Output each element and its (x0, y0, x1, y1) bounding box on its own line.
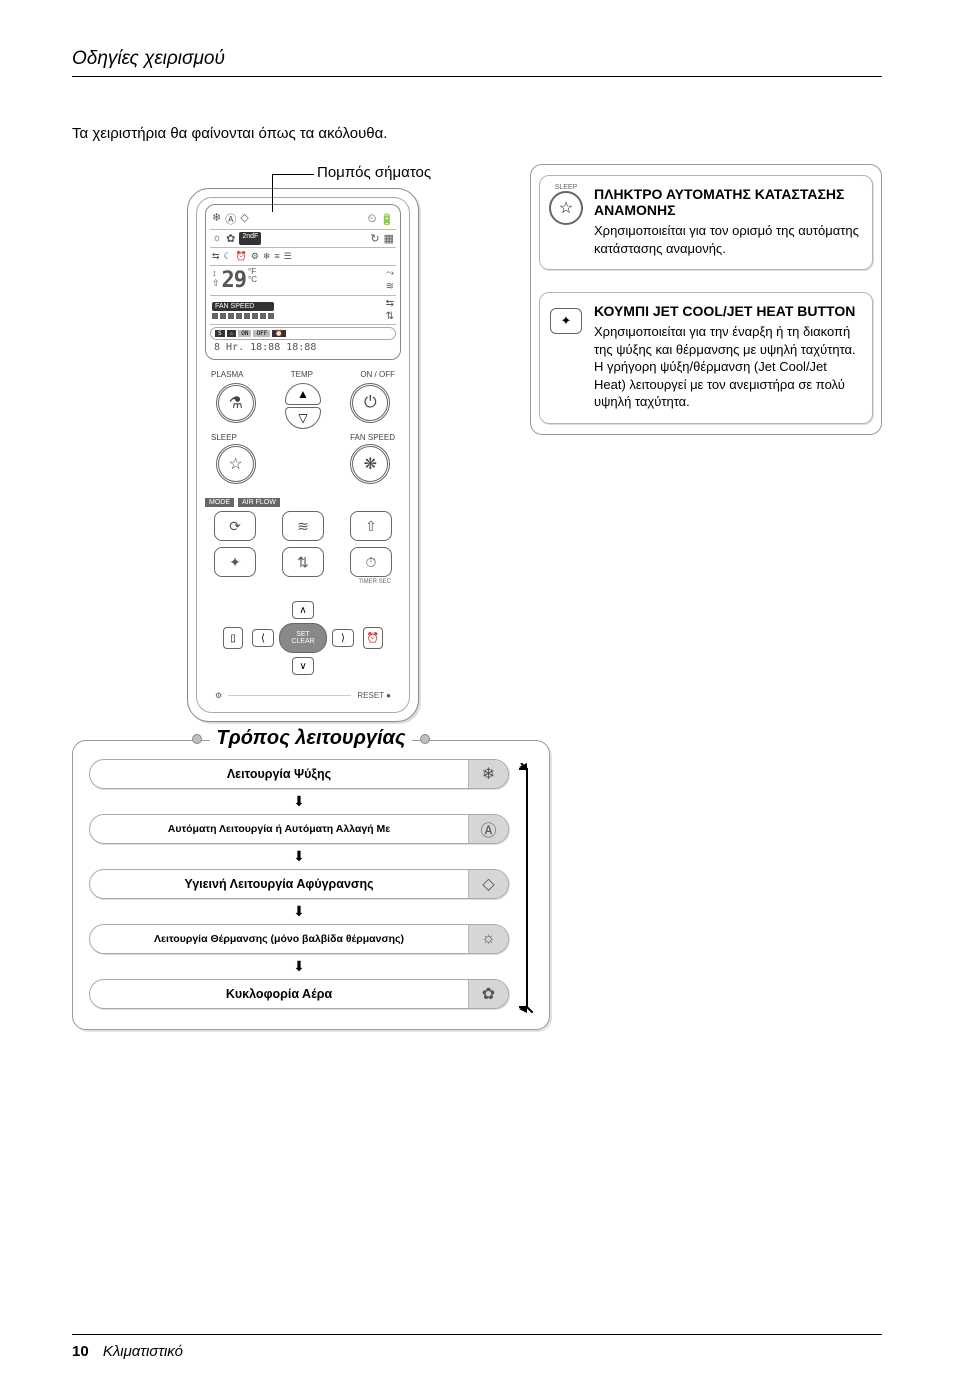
bottom-left-glyph: ⚙ (215, 691, 222, 700)
footer-page-number: 10 (72, 1343, 89, 1360)
lcd-icon: ⏲ (368, 213, 377, 226)
remote-lcd: ❄ Ⓐ ◇ ⏲ 🔋 ☼ ✿ (205, 204, 401, 360)
nav-side-left[interactable]: ▯ (223, 627, 243, 649)
set-clear-button[interactable]: SET CLEAR (279, 623, 327, 653)
down-arrow-icon: ⬇ (293, 903, 305, 920)
lcd-icon: ❄ (263, 251, 271, 262)
tab-mode: MODE (205, 498, 234, 507)
jet-button[interactable]: ✦ (214, 547, 256, 577)
label-temp: TEMP (291, 370, 313, 379)
nav-up[interactable]: ∧ (292, 601, 314, 619)
mode-item-cooling: Λειτουργία Ψύξης ❄ (89, 759, 509, 789)
label-fanspeed: FAN SPEED (350, 433, 395, 442)
lcd-icon: 🔋 (380, 213, 394, 226)
timer-button[interactable]: ⏱ (350, 547, 392, 577)
label-sleep: SLEEP (211, 433, 237, 442)
lcd-temperature: 29 (222, 268, 247, 293)
reset-label: RESET ● (357, 691, 391, 700)
modes-legend-text: Τρόπος λειτουργίας (210, 727, 411, 750)
mode-item-dehumidify: Υγιεινή Λειτουργία Αφύγρανσης ◇ (89, 869, 509, 899)
fanspeed-button[interactable]: ❋ (350, 444, 390, 484)
swing-up-button[interactable]: ⇧ (350, 511, 392, 541)
lcd-icon: ☼ (212, 232, 222, 245)
remote-control: ❄ Ⓐ ◇ ⏲ 🔋 ☼ ✿ (187, 188, 419, 722)
main-row: Πομπός σήματος ❄ Ⓐ ◇ ⏲ (72, 164, 882, 1030)
airflow-button[interactable]: ≋ (282, 511, 324, 541)
legend-dot-icon (192, 734, 202, 744)
transmitter-label: Πομπός σήματος (317, 164, 431, 181)
lcd-icon: ⇆ (212, 251, 220, 262)
info-card-sleep: SLEEP ☆ ΠΛΗΚΤΡΟ ΑΥΤΟΜΑΤΗΣ ΚΑΤΑΣΤΑΣΗΣ ΑΝΑ… (539, 175, 873, 270)
lcd-icon: ⏰ (236, 251, 247, 262)
remote-column: Πομπός σήματος ❄ Ⓐ ◇ ⏲ (72, 164, 502, 1030)
lcd-unit-c: °C (248, 276, 257, 284)
sleep-icon-label: SLEEP (549, 184, 583, 191)
info-card-jet: ✦ ΚΟΥΜΠΙ JET COOL/JET HEAT BUTTON Χρησιμ… (539, 292, 873, 424)
drop-icon: ◇ (468, 870, 508, 898)
fan-icon: ✿ (468, 980, 508, 1008)
lcd-time-readout: 8 Hr. 18:88 18:88 (210, 340, 396, 355)
label-timer-sec: TIMER SEC (205, 579, 401, 585)
snowflake-icon: ❄ (468, 760, 508, 788)
lcd-icon: ▦ (384, 232, 394, 245)
nav-side-right[interactable]: ⏰ (363, 627, 383, 649)
temp-up-button[interactable]: ▲ (285, 383, 321, 405)
down-arrow-icon: ⬇ (293, 793, 305, 810)
sleep-button[interactable]: ☆ (216, 444, 256, 484)
auto-icon: Ⓐ (468, 815, 508, 843)
sleep-card-title: ΠΛΗΚΤΡΟ ΑΥΤΟΜΑΤΗΣ ΚΑΤΑΣΤΑΣΗΣ ΑΝΑΜΟΝΗΣ (594, 186, 860, 218)
sleep-card-body: Χρησιμοποιείται για τον ορισμό της αυτόμ… (594, 222, 860, 257)
jet-card-body-2: Η γρήγορη ψύξη/θέρμανση (Jet Cool/Jet He… (594, 358, 860, 411)
mode-item-heating: Λειτουργία Θέρμανσης (μόνο βαλβίδα θέρμα… (89, 924, 509, 954)
label-onoff: ON / OFF (360, 370, 395, 379)
nav-right[interactable]: ⟩ (332, 629, 354, 647)
jet-card-title: ΚΟΥΜΠΙ JET COOL/JET HEAT BUTTON (594, 303, 860, 319)
footer-word: Κλιματιστικό (103, 1343, 183, 1360)
info-column: SLEEP ☆ ΠΛΗΚΤΡΟ ΑΥΤΟΜΑΤΗΣ ΚΑΤΑΣΤΑΣΗΣ ΑΝΑ… (530, 164, 882, 435)
page-header: Οδηγίες χειρισμού (72, 48, 882, 77)
plasma-button[interactable]: ⚗ (216, 383, 256, 423)
lcd-icon: ❄ (212, 211, 221, 227)
intro-text: Τα χειριστήρια θα φαίνονται όπως τα ακόλ… (72, 125, 882, 142)
lcd-icon: ✿ (226, 232, 235, 245)
page-footer: 10 Κλιματιστικό (72, 1334, 882, 1360)
operation-modes-box: Τρόπος λειτουργίας Λειτουργία Ψύξης ❄ ⬇ … (72, 740, 550, 1030)
lcd-fanspeed-label: FAN SPEED (212, 302, 274, 311)
jet-card-body-1: Χρησιμοποιείται για την έναρξη ή τη διακ… (594, 323, 860, 358)
lcd-icon: ⚙ (251, 251, 259, 262)
lcd-icon: ↻ (370, 232, 379, 245)
lcd-icon: ☾ (224, 251, 232, 262)
jet-icon: ✦ (550, 308, 582, 334)
lcd-icon: ☰ (284, 251, 292, 262)
down-arrow-icon: ⬇ (293, 958, 305, 975)
transmitter-leader-v (272, 174, 273, 212)
power-button[interactable]: ⏻ (350, 383, 390, 423)
mode-item-auto: Αυτόματη Λειτουργία ή Αυτόματη Αλλαγή Με… (89, 814, 509, 844)
modes-bracket (519, 759, 533, 1009)
nav-left[interactable]: ⟨ (252, 629, 274, 647)
lcd-icon: ◇ (240, 211, 248, 227)
lcd-icon: Ⓐ (225, 211, 236, 227)
temp-down-button[interactable]: ▽ (285, 407, 321, 429)
down-arrow-icon: ⬇ (293, 848, 305, 865)
lcd-2ndf: 2ndF (239, 232, 261, 245)
label-plasma: PLASMA (211, 370, 243, 379)
transmitter-leader-h (272, 174, 314, 175)
mode-item-fan: Κυκλοφορία Αέρα ✿ (89, 979, 509, 1009)
mode-button[interactable]: ⟳ (214, 511, 256, 541)
lcd-icon: ≡ (274, 251, 279, 262)
swing-button[interactable]: ⇅ (282, 547, 324, 577)
sun-icon: ☼ (468, 925, 508, 953)
legend-dot-icon (420, 734, 430, 744)
lcd-timer-panel: S ☆ ON OFF ⏰ (210, 327, 396, 340)
nav-down[interactable]: ∨ (292, 657, 314, 675)
sleep-icon: ☆ (549, 191, 583, 225)
info-cards-container: SLEEP ☆ ΠΛΗΚΤΡΟ ΑΥΤΟΜΑΤΗΣ ΚΑΤΑΣΤΑΣΗΣ ΑΝΑ… (530, 164, 882, 435)
tab-airflow: AIR FLOW (238, 498, 280, 507)
